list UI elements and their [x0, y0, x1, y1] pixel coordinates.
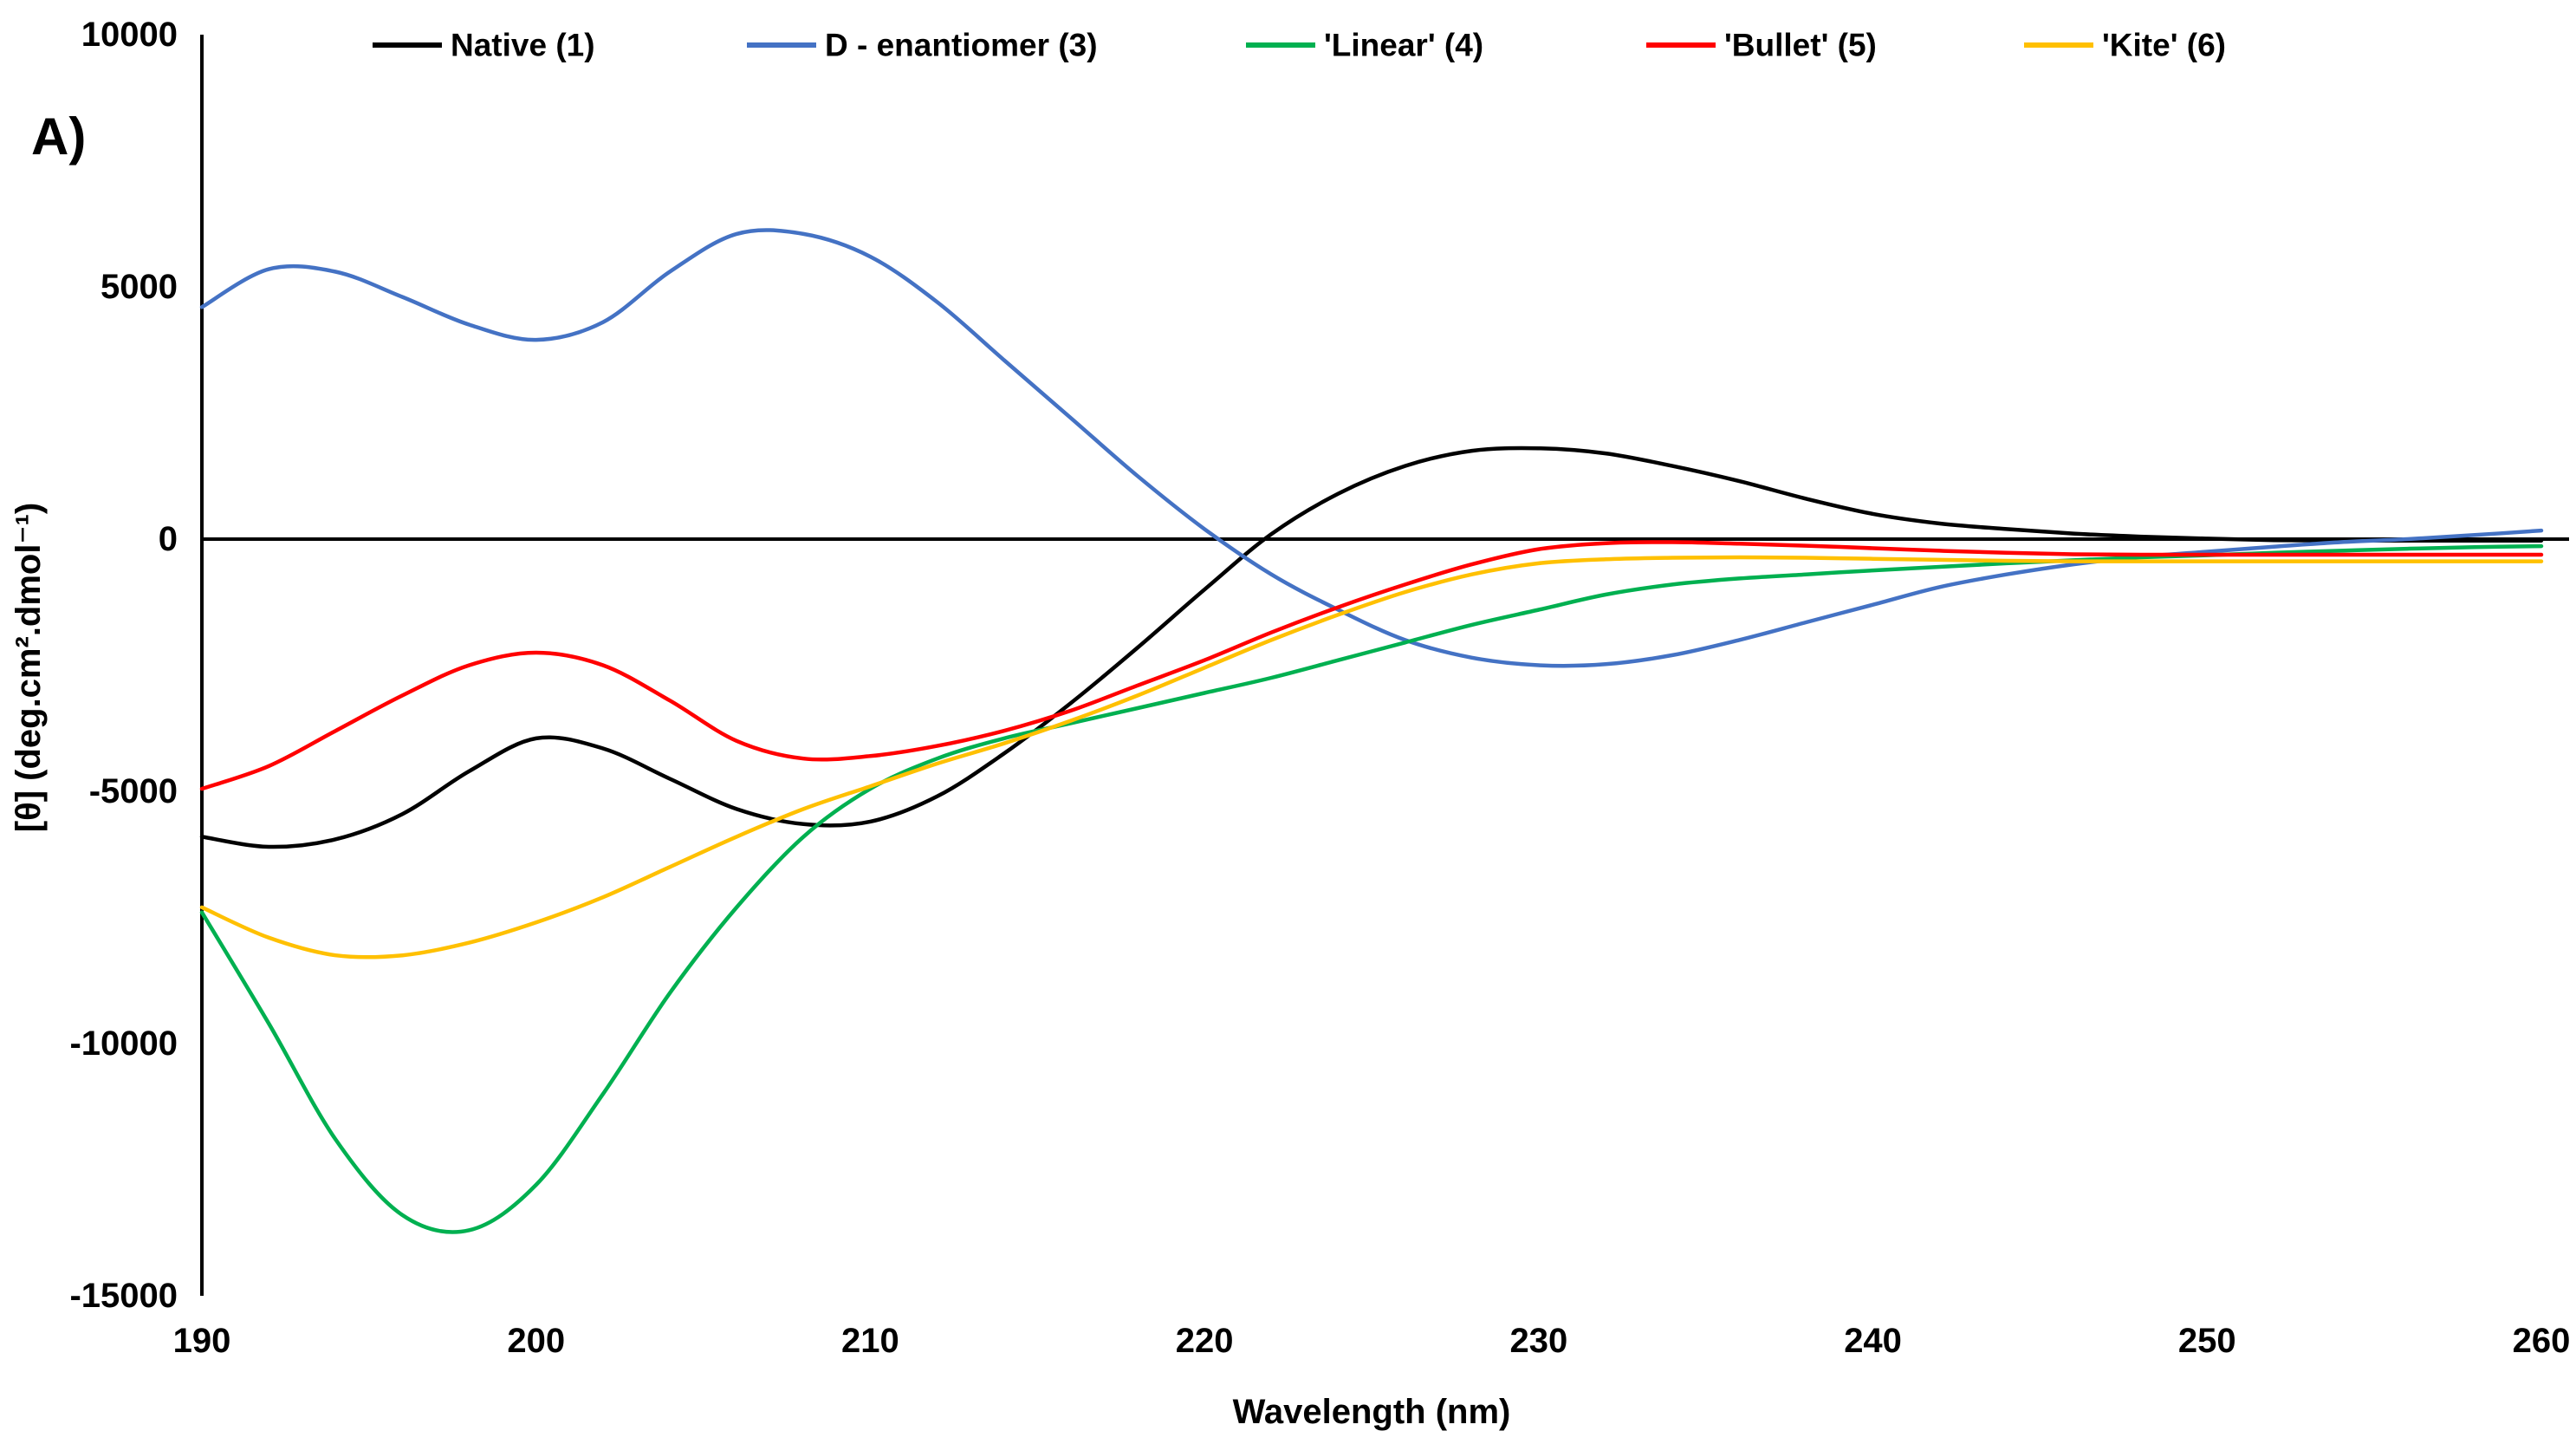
x-tick-label: 220 — [1176, 1322, 1234, 1360]
curve-bullet-5 — [199, 540, 2544, 791]
y-tick-label: -5000 — [89, 772, 178, 810]
y-axis-ticks: 10000 5000 0 -5000 -10000 -15000 — [69, 16, 178, 1315]
y-tick-label: -15000 — [69, 1277, 178, 1315]
series-curves — [199, 228, 2544, 1234]
y-tick-label: 0 — [159, 520, 178, 558]
legend-label: D - enantiomer (3) — [825, 28, 1098, 63]
legend-item: 'Bullet' (5) — [1646, 28, 1877, 63]
x-tick-label: 200 — [507, 1322, 565, 1360]
x-axis-ticks: 190 200 210 220 230 240 250 260 — [173, 1322, 2571, 1360]
x-tick-label: 260 — [2513, 1322, 2571, 1360]
panel-label: A) — [31, 107, 86, 166]
x-tick-label: 190 — [173, 1322, 231, 1360]
legend-label: 'Kite' (6) — [2102, 28, 2226, 63]
x-tick-label: 210 — [841, 1322, 899, 1360]
legend-item: 'Kite' (6) — [2024, 28, 2226, 63]
curve-linear-4 — [199, 543, 2544, 1234]
legend-label: Native (1) — [451, 28, 595, 63]
legend-item: Native (1) — [373, 28, 595, 63]
x-tick-label: 230 — [1509, 1322, 1567, 1360]
legend-label: 'Linear' (4) — [1324, 28, 1483, 63]
legend-label: 'Bullet' (5) — [1724, 28, 1877, 63]
y-tick-label: -10000 — [69, 1024, 178, 1063]
curve-native-1 — [199, 446, 2544, 849]
curve-kite-6 — [199, 555, 2544, 959]
x-axis-title: Wavelength (nm) — [1233, 1393, 1511, 1431]
x-tick-label: 240 — [1844, 1322, 1902, 1360]
y-tick-label: 5000 — [101, 268, 178, 306]
chart-legend: Native (1) D - enantiomer (3) 'Linear' (4)… — [373, 28, 2226, 63]
x-tick-label: 250 — [2178, 1322, 2236, 1360]
legend-item: D - enantiomer (3) — [747, 28, 1098, 63]
y-tick-label: 10000 — [81, 16, 178, 54]
legend-item: 'Linear' (4) — [1246, 28, 1483, 63]
curve-d-enantiomer-3 — [199, 228, 2544, 668]
y-axis-title: [θ] (deg.cm².dmol⁻¹) — [10, 503, 48, 832]
